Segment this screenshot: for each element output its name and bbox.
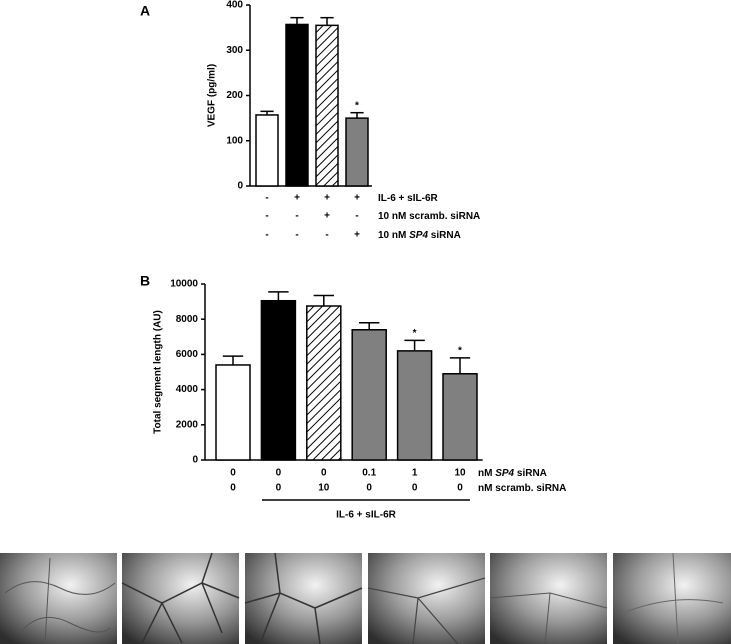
condition-mark: 0	[412, 483, 418, 494]
bar	[442, 373, 478, 461]
y-axis-label: VEGF (pg/ml)	[207, 64, 218, 127]
y-tick-label: 0	[237, 181, 243, 192]
condition-mark: 1	[412, 468, 418, 479]
bar	[255, 114, 279, 187]
condition-mark: 0	[321, 468, 327, 479]
condition-label-part: IL-6 + sIL-6R	[378, 193, 439, 204]
condition-mark: 10	[454, 468, 466, 479]
condition-label-part: SP4	[495, 468, 514, 479]
condition-mark: 0	[457, 483, 463, 494]
condition-mark: 0	[230, 468, 236, 479]
condition-label: 10 nM scramb. siRNA	[378, 211, 480, 222]
bar	[260, 299, 297, 461]
bar	[315, 24, 339, 187]
bracket-label: IL-6 + sIL-6R	[336, 510, 397, 521]
y-tick-label: 200	[226, 90, 243, 101]
y-tick-label: 400	[226, 0, 243, 11]
panel-label: A	[140, 3, 150, 19]
condition-mark: -	[355, 211, 358, 222]
micrographs	[0, 552, 731, 644]
condition-mark: -	[265, 230, 268, 241]
condition-mark: +	[354, 193, 360, 204]
bar	[351, 329, 387, 461]
condition-mark: 0	[276, 483, 282, 494]
condition-mark: +	[294, 193, 300, 204]
y-axis-label: Total segment length (AU)	[153, 310, 164, 434]
y-tick-label: 4000	[176, 384, 199, 395]
significance-mark: *	[458, 346, 462, 357]
condition-mark: -	[265, 211, 268, 222]
condition-mark: 0.1	[362, 468, 376, 479]
condition-label-part: SP4	[409, 230, 428, 241]
condition-mark: -	[265, 193, 268, 204]
condition-label: 10 nM SP4 siRNA	[378, 230, 461, 241]
condition-mark: 0	[276, 468, 282, 479]
panel-label: B	[140, 273, 150, 289]
condition-label-part: 10 nM	[378, 230, 409, 241]
significance-mark: *	[413, 328, 417, 339]
condition-mark: +	[324, 193, 330, 204]
condition-label-part: siRNA	[428, 230, 461, 241]
bar	[306, 305, 342, 461]
bar	[396, 350, 433, 461]
significance-mark: *	[355, 100, 359, 111]
condition-label: nM SP4 siRNA	[478, 468, 547, 479]
condition-label: nM scramb. siRNA	[478, 483, 566, 494]
bar	[215, 364, 251, 461]
condition-mark: 0	[230, 483, 236, 494]
bar	[285, 23, 309, 187]
y-tick-label: 10000	[170, 279, 198, 290]
condition-label: IL-6 + sIL-6R	[378, 193, 439, 204]
condition-mark: -	[325, 230, 328, 241]
y-tick-label: 2000	[176, 419, 199, 430]
y-tick-label: 300	[226, 45, 243, 56]
condition-mark: 0	[366, 483, 372, 494]
y-tick-label: 100	[226, 135, 243, 146]
condition-label-part: 10 nM scramb. siRNA	[378, 211, 480, 222]
condition-mark: 10	[318, 483, 330, 494]
y-tick-label: 0	[192, 455, 198, 466]
condition-label-part: nM	[478, 468, 495, 479]
condition-mark: +	[324, 211, 330, 222]
condition-mark: +	[354, 230, 360, 241]
condition-label-part: nM scramb. siRNA	[478, 483, 566, 494]
condition-label-part: siRNA	[514, 468, 547, 479]
condition-mark: -	[295, 211, 298, 222]
bar	[345, 117, 369, 187]
y-tick-label: 6000	[176, 349, 199, 360]
condition-mark: -	[295, 230, 298, 241]
y-tick-label: 8000	[176, 314, 199, 325]
